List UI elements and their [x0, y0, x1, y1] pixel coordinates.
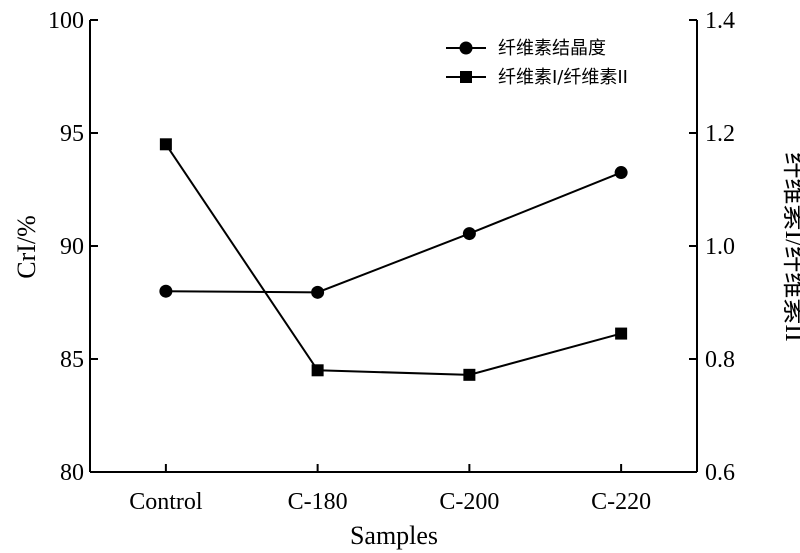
right-y-tick-label: 0.6	[705, 460, 735, 486]
left-y-axis-title: CrI/%	[12, 215, 41, 279]
data-point-square	[311, 364, 324, 377]
axes: 80 85 90 95 100 0.6 0.8 1.0 1.2 1.4 Control C-180 C-…	[48, 8, 735, 515]
legend-label-crystallinity: 纤维素结晶度	[498, 38, 606, 59]
data-point-square	[159, 138, 172, 151]
data-point-circle	[462, 227, 476, 241]
x-tick-label: C-200	[439, 489, 499, 515]
data-point-circle	[159, 284, 173, 298]
left-y-tick-label: 85	[60, 347, 84, 373]
legend-label-ratio: 纤维素I/纤维素II	[498, 67, 628, 88]
series-layer	[159, 138, 628, 381]
left-y-tick-label: 100	[48, 8, 84, 34]
left-y-tick-label: 95	[60, 121, 84, 147]
legend: 纤维素结晶度 纤维素I/纤维素II	[446, 38, 628, 88]
left-y-tick-label: 90	[60, 234, 84, 260]
x-tick-label: C-180	[288, 489, 348, 515]
right-y-tick-label: 0.8	[705, 347, 735, 373]
data-point-circle	[311, 285, 325, 299]
series-line-1	[165, 143, 622, 376]
legend-marker-square	[460, 71, 472, 83]
x-tick-label: Control	[129, 489, 203, 515]
legend-marker-circle	[459, 41, 473, 55]
series-line-0	[165, 171, 622, 294]
right-y-tick-label: 1.4	[705, 8, 735, 34]
data-point-circle	[614, 166, 628, 180]
data-point-square	[463, 368, 476, 381]
right-y-axis-title: 纤维素I/纤维素II	[780, 152, 800, 341]
x-tick-label: C-220	[591, 489, 651, 515]
right-y-tick-label: 1.2	[705, 121, 735, 147]
right-y-tick-label: 1.0	[705, 234, 735, 260]
x-axis-title: Samples	[350, 521, 438, 550]
left-y-tick-label: 80	[60, 460, 84, 486]
data-point-square	[615, 327, 628, 340]
